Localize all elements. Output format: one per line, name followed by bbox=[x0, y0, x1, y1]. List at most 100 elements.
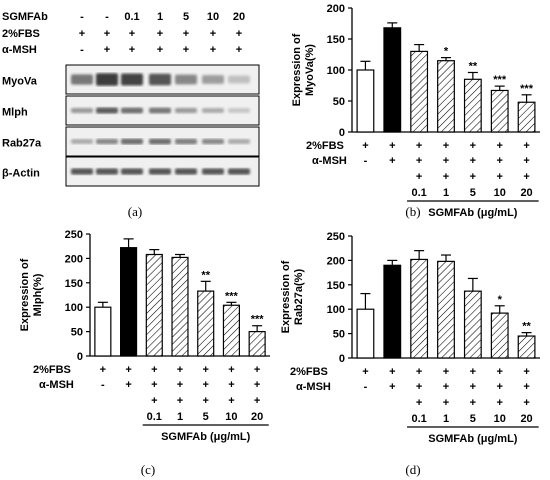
panel-a-western-blot: SGMFAb - - 0.1 1 5 10 20 2%FBS + + + + + + + α-MSH - + + + + +… bbox=[2, 11, 260, 187]
blot-treatment-value: + bbox=[236, 28, 242, 40]
bar bbox=[222, 304, 240, 357]
blot-treatment-value: - bbox=[80, 11, 84, 23]
blot-treatment-value: + bbox=[157, 44, 163, 56]
y-tick-label: 150 bbox=[327, 280, 345, 292]
blot-treatment-value: 5 bbox=[183, 11, 189, 23]
msh-value: - bbox=[364, 155, 368, 167]
dose-value: 20 bbox=[520, 187, 532, 199]
blot-band bbox=[96, 138, 118, 145]
bar bbox=[490, 312, 509, 359]
msh-value: + bbox=[523, 155, 529, 167]
dose-title: SGMFAb (μg/mL) bbox=[161, 431, 251, 443]
dose-value: 10 bbox=[494, 187, 506, 199]
y-tick-label: 200 bbox=[327, 255, 345, 267]
dose-plus: + bbox=[202, 395, 208, 407]
dose-value: 5 bbox=[203, 411, 209, 423]
blot-treatment-value: 10 bbox=[207, 11, 219, 23]
blot-band bbox=[71, 107, 93, 114]
blot-band bbox=[175, 107, 197, 114]
blot-band bbox=[228, 108, 250, 113]
dose-plus: + bbox=[470, 171, 476, 183]
blot-treatment-value: 20 bbox=[233, 11, 245, 23]
y-tick-label: 200 bbox=[65, 253, 83, 265]
blot-row-label: α-MSH bbox=[2, 44, 37, 56]
msh-value: + bbox=[389, 155, 395, 167]
dose-value: 20 bbox=[520, 413, 532, 425]
y-tick-label: 0 bbox=[339, 353, 345, 365]
blot-protein-label: Rab27a bbox=[2, 138, 42, 150]
y-tick-label: 150 bbox=[65, 278, 83, 290]
blot-treatment-value: - bbox=[80, 44, 84, 56]
fbs-value: + bbox=[470, 140, 476, 152]
fbs-row-label: 2%FBS bbox=[306, 140, 344, 152]
msh-value: + bbox=[496, 381, 502, 393]
dose-value: 0.1 bbox=[147, 411, 162, 423]
fbs-value: + bbox=[389, 366, 395, 378]
y-axis-label: Expression ofMyoVa(%) bbox=[291, 33, 316, 106]
y-tick-label: 150 bbox=[327, 34, 345, 46]
blot-protein-label: β-Actin bbox=[2, 168, 40, 180]
bar bbox=[517, 101, 536, 133]
fbs-value: + bbox=[362, 140, 368, 152]
msh-value: + bbox=[177, 379, 183, 391]
blot-band bbox=[121, 107, 143, 114]
dose-plus: + bbox=[496, 397, 502, 409]
bar bbox=[356, 308, 375, 359]
dose-plus: + bbox=[228, 395, 234, 407]
blot-band bbox=[149, 107, 171, 114]
significance-label: ** bbox=[469, 60, 478, 72]
dose-value: 0.1 bbox=[411, 187, 426, 199]
dose-plus: + bbox=[177, 395, 183, 407]
blot-bands bbox=[71, 138, 250, 145]
dose-value: 1 bbox=[443, 187, 449, 199]
bar bbox=[356, 69, 375, 133]
y-tick-label: 200 bbox=[327, 3, 345, 15]
panel-b-caption: (b) bbox=[405, 204, 420, 219]
bar bbox=[145, 253, 163, 357]
blot-treatment-value: + bbox=[210, 28, 216, 40]
dose-value: 5 bbox=[470, 413, 476, 425]
blot-treatment-value: 1 bbox=[157, 11, 163, 23]
msh-row-label: α-MSH bbox=[39, 379, 74, 391]
y-axis-label: Expression ofMlph(%) bbox=[19, 258, 44, 331]
blot-band bbox=[202, 168, 224, 175]
significance-label: ** bbox=[201, 269, 210, 281]
blot-band bbox=[228, 75, 250, 84]
dose-plus: + bbox=[443, 171, 449, 183]
blot-band bbox=[96, 73, 118, 86]
fbs-value: + bbox=[177, 364, 183, 376]
y-tick-label: 0 bbox=[77, 351, 83, 363]
fbs-value: + bbox=[125, 364, 131, 376]
msh-value: + bbox=[389, 381, 395, 393]
blot-treatment-value: + bbox=[104, 44, 110, 56]
significance-label: *** bbox=[520, 83, 534, 95]
fbs-row-label: 2%FBS bbox=[290, 366, 328, 378]
bar bbox=[383, 264, 402, 359]
fbs-value: + bbox=[443, 366, 449, 378]
blot-band bbox=[149, 138, 171, 145]
y-tick-label: 50 bbox=[333, 96, 345, 108]
dose-plus: + bbox=[416, 397, 422, 409]
dose-plus: + bbox=[254, 395, 260, 407]
fbs-value: + bbox=[523, 140, 529, 152]
fbs-value: + bbox=[228, 364, 234, 376]
blot-band bbox=[121, 73, 143, 86]
msh-value: - bbox=[364, 381, 368, 393]
blot-treatment-value: + bbox=[104, 28, 110, 40]
blot-band bbox=[71, 168, 93, 175]
msh-row-label: α-MSH bbox=[296, 381, 331, 393]
bar bbox=[171, 256, 189, 357]
blot-treatment-value: + bbox=[236, 44, 242, 56]
msh-value: + bbox=[523, 381, 529, 393]
msh-value: + bbox=[443, 155, 449, 167]
fbs-value: + bbox=[202, 364, 208, 376]
msh-value: + bbox=[496, 155, 502, 167]
fbs-value: + bbox=[151, 364, 157, 376]
dose-plus: + bbox=[151, 395, 157, 407]
bar bbox=[383, 27, 402, 133]
blot-band bbox=[96, 168, 118, 175]
bar bbox=[410, 50, 429, 133]
